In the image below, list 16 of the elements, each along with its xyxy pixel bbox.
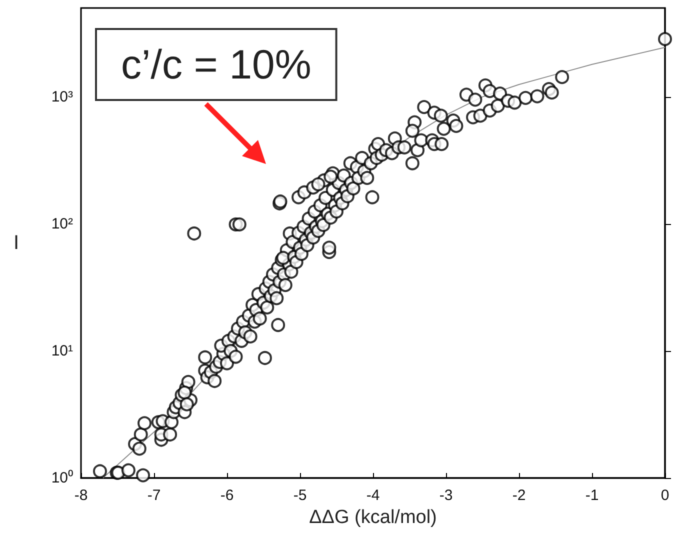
x-tick-label: 0 [660,487,670,504]
y-axis-title: I [13,232,19,254]
x-tick-label: -5 [293,487,307,504]
y-tick-label: 10³ [51,88,73,106]
x-tick-label: -3 [439,487,453,504]
x-tick-label: -6 [220,487,234,504]
y-tick-label: 10² [51,215,73,232]
x-tick-label: -1 [585,487,599,504]
x-axis-title: ΔΔG (kcal/mol) [309,507,437,528]
x-tick-label: -8 [74,487,88,504]
x-tick-label: -7 [147,487,161,504]
x-tick-label: -4 [366,487,380,504]
annotation: c’/c = 10% [121,42,312,88]
y-tick-label: 10¹ [51,342,73,360]
y-tick-label: 10⁰ [51,470,73,486]
x-tick-label: -2 [512,487,526,504]
